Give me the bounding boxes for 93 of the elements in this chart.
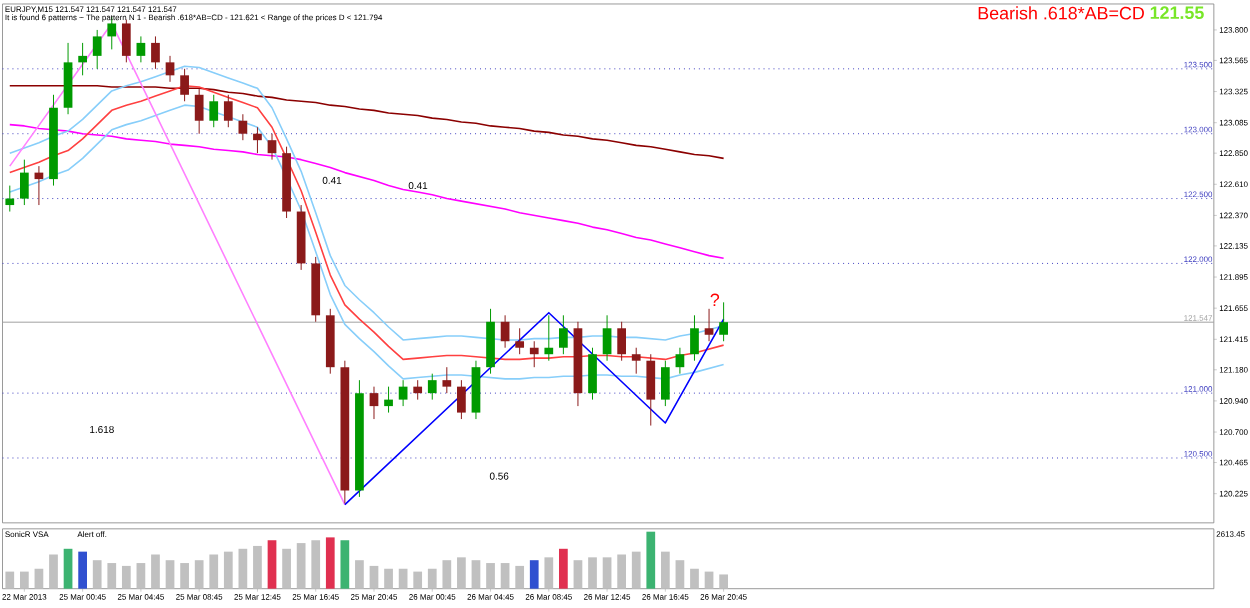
text: 121.55 bbox=[1150, 6, 1204, 19]
candlestick bbox=[253, 126, 262, 154]
candlestick bbox=[631, 346, 641, 374]
bar bbox=[457, 557, 466, 589]
candlestick bbox=[529, 340, 539, 368]
bar bbox=[675, 559, 685, 589]
bar bbox=[340, 539, 350, 589]
bar bbox=[617, 554, 627, 589]
bar bbox=[646, 531, 656, 589]
bar bbox=[442, 559, 452, 589]
candlestick bbox=[690, 314, 699, 361]
bar bbox=[63, 548, 73, 589]
candlestick bbox=[515, 327, 525, 355]
candlestick bbox=[92, 29, 102, 70]
bar bbox=[690, 568, 699, 589]
candlestick bbox=[427, 372, 437, 400]
candlestick bbox=[194, 87, 204, 134]
bar bbox=[384, 568, 393, 589]
candlestick bbox=[238, 113, 248, 141]
bar bbox=[325, 537, 335, 589]
candlestick bbox=[544, 314, 554, 361]
candlestick bbox=[136, 35, 146, 63]
candlestick bbox=[660, 359, 670, 407]
bar bbox=[49, 554, 58, 589]
candlestick bbox=[471, 359, 481, 420]
bar bbox=[151, 554, 160, 589]
bar bbox=[121, 565, 131, 589]
candlestick bbox=[151, 35, 160, 70]
bar bbox=[194, 559, 204, 589]
candlestick bbox=[719, 301, 728, 342]
bar bbox=[92, 559, 102, 589]
bar bbox=[136, 562, 146, 589]
bar bbox=[544, 557, 554, 589]
bar bbox=[413, 571, 423, 589]
bar bbox=[253, 545, 262, 589]
bar bbox=[500, 562, 510, 589]
bar bbox=[19, 571, 29, 589]
bar bbox=[660, 551, 670, 589]
bar bbox=[631, 551, 641, 589]
candlestick bbox=[559, 314, 568, 355]
candlestick bbox=[63, 42, 73, 115]
bar bbox=[238, 548, 248, 589]
bar bbox=[471, 559, 481, 589]
bar bbox=[78, 551, 87, 589]
text: Bearish .618*AB=CD bbox=[978, 6, 1144, 20]
bar bbox=[311, 539, 321, 589]
bar bbox=[602, 557, 612, 589]
candlestick bbox=[19, 158, 29, 206]
candlestick bbox=[486, 308, 495, 374]
bar bbox=[529, 559, 539, 589]
candlestick bbox=[704, 308, 714, 342]
bar bbox=[559, 548, 568, 589]
candlestick bbox=[5, 184, 15, 212]
candlestick bbox=[675, 346, 685, 374]
bar bbox=[223, 551, 233, 589]
candlestick bbox=[413, 379, 423, 400]
bar bbox=[719, 574, 728, 589]
line-series bbox=[344, 311, 725, 506]
candlestick bbox=[617, 320, 627, 361]
candlestick bbox=[384, 385, 393, 413]
candlestick bbox=[588, 346, 597, 400]
bar bbox=[180, 562, 189, 589]
annotation: ? bbox=[710, 293, 720, 306]
candlestick bbox=[369, 385, 379, 420]
candlestick bbox=[646, 353, 656, 426]
bar bbox=[704, 571, 714, 589]
candlestick bbox=[442, 366, 452, 394]
bar bbox=[209, 554, 219, 589]
candlestick bbox=[398, 379, 408, 407]
bar bbox=[398, 568, 408, 589]
candlestick bbox=[602, 314, 612, 361]
candlestick bbox=[457, 379, 466, 420]
candlestick bbox=[78, 42, 87, 76]
bar bbox=[515, 565, 525, 589]
bar bbox=[573, 559, 583, 589]
candlestick bbox=[180, 68, 189, 102]
bar bbox=[34, 568, 44, 589]
bar bbox=[282, 548, 291, 589]
candlestick bbox=[121, 18, 131, 63]
bar bbox=[588, 557, 597, 589]
bar bbox=[107, 562, 117, 589]
candlestick bbox=[223, 93, 233, 128]
bar bbox=[296, 542, 306, 589]
bar bbox=[369, 565, 379, 589]
bar bbox=[355, 559, 364, 589]
bar bbox=[486, 562, 495, 589]
bar bbox=[165, 559, 175, 589]
candlestick bbox=[165, 55, 175, 82]
bar bbox=[427, 568, 437, 589]
candlestick bbox=[267, 132, 277, 160]
bar bbox=[5, 571, 15, 589]
candlestick bbox=[209, 93, 219, 128]
bar bbox=[267, 539, 277, 589]
